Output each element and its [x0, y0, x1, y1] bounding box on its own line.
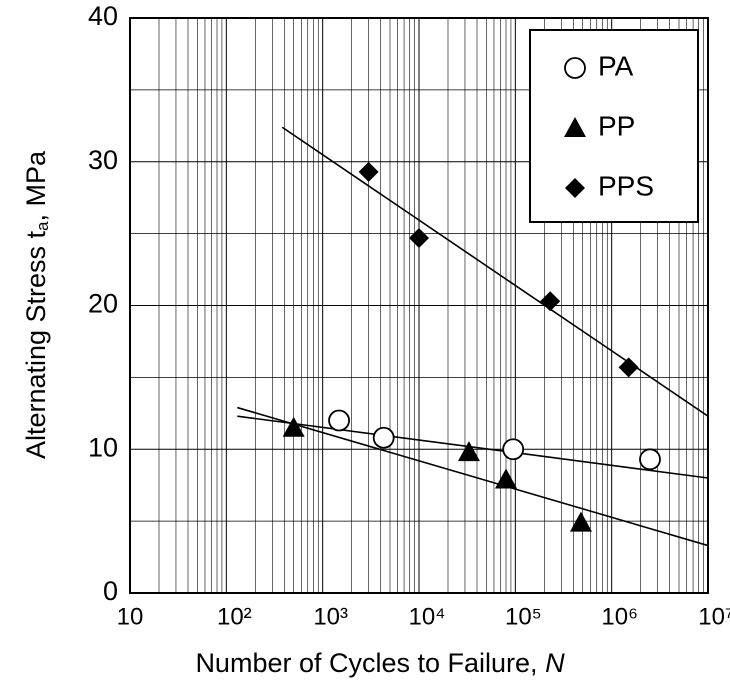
x-tick-label: 10 [117, 603, 144, 630]
x-tick-label: 10² [217, 603, 252, 630]
x-tick-label: 10⁵ [505, 603, 542, 630]
data-point [372, 426, 395, 449]
data-point [409, 227, 429, 248]
data-point [639, 448, 661, 471]
data-point [540, 291, 561, 312]
x-label-italic: N [545, 648, 565, 678]
x-tick-label: 10⁷ [698, 603, 730, 630]
data-point [569, 511, 592, 532]
data-point [282, 416, 305, 437]
legend-marker [565, 178, 585, 198]
x-tick-label: 10⁶ [601, 603, 638, 630]
legend-label: PP [598, 110, 635, 141]
data-point [328, 409, 350, 432]
y-axis-label: Alternating Stress ta, MPa [21, 150, 52, 459]
x-tick-label: 10⁴ [408, 603, 445, 630]
y-tick-label: 0 [103, 576, 118, 606]
data-point [502, 438, 525, 461]
data-point [494, 468, 517, 489]
y-tick-label: 30 [88, 145, 118, 175]
x-axis-label: Number of Cycles to Failure, N [195, 648, 565, 678]
fit-line [237, 406, 709, 547]
y-label-sub: a [33, 221, 52, 231]
legend-label: PPS [598, 170, 654, 201]
y-label-tail: , MPa [21, 150, 51, 222]
legend-marker [564, 57, 586, 79]
plot-frame [129, 17, 709, 594]
fit-line [237, 415, 709, 479]
legend-marker [564, 117, 586, 137]
y-tick-label: 10 [88, 432, 118, 462]
x-tick-label: 10³ [313, 603, 348, 630]
legend-box [529, 29, 699, 223]
legend-label: PA [598, 50, 634, 81]
data-point [618, 357, 639, 378]
y-tick-label: 20 [88, 289, 118, 319]
data-point [358, 161, 379, 182]
y-label-text: Alternating Stress t [21, 230, 51, 459]
x-label-text: Number of Cycles to Failure, [195, 648, 545, 678]
data-point [457, 441, 480, 462]
y-tick-label: 40 [88, 1, 118, 31]
